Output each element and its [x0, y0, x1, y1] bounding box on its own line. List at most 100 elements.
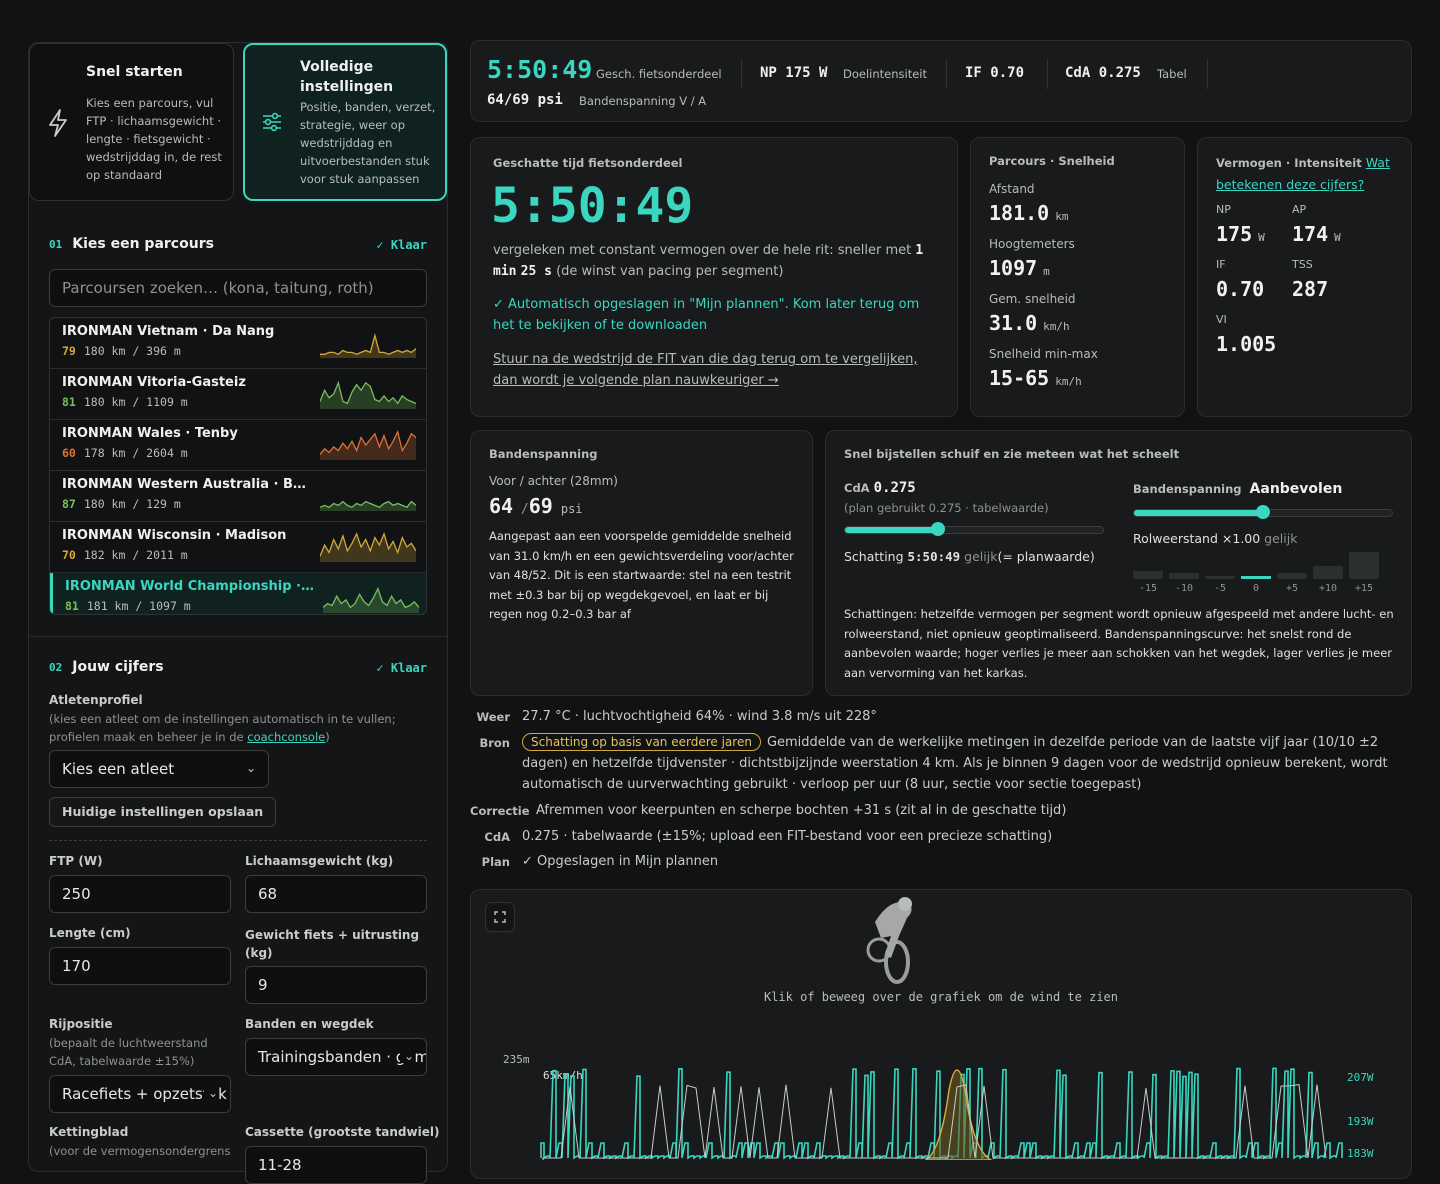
- summary-bar: 5:50:49 Gesch. fietsonderdeel NP 175 W D…: [470, 40, 1412, 122]
- course-stats: 70 182 km / 2011 m: [62, 548, 188, 562]
- elevation-label: Hoogtemeters: [989, 237, 1075, 251]
- course-stats: 81 181 km / 1097 m: [65, 599, 191, 613]
- rr-value: Rolweerstand ×1.00: [1133, 531, 1261, 546]
- pressure-curve-bars: -15 -10 -5 0 +5 +10 +15: [1133, 549, 1383, 599]
- np-number: 175: [1216, 222, 1253, 246]
- tire-select[interactable]: Trainingsbanden · gemiddeld⌄: [245, 1038, 427, 1076]
- sparkline-line: [323, 586, 419, 609]
- course-elevation-sparkline: [320, 380, 416, 409]
- power-axis-label-top: 207W: [1347, 1071, 1374, 1084]
- course-elevation-sparkline: [320, 531, 416, 562]
- distance-label: Afstand: [989, 182, 1035, 196]
- estimate-source-badge: Schatting op basis van eerdere jaren: [522, 733, 761, 751]
- cda-slider-label: CdA 0.275: [844, 480, 916, 496]
- course-distance-elevation: 182 km / 2011 m: [83, 548, 188, 562]
- save-settings-button[interactable]: Huidige instellingen opslaan: [49, 797, 277, 827]
- np-value: 175 W: [1216, 222, 1265, 246]
- course-name: IRONMAN World Championship · Kona: [65, 579, 315, 594]
- course-distance-elevation: 180 km / 396 m: [83, 344, 181, 358]
- elevation-profile: [924, 1069, 993, 1160]
- ftp-label: FTP (W): [49, 854, 103, 868]
- athlete-select[interactable]: Kies een atleet ⌄: [49, 750, 269, 788]
- course-item[interactable]: IRONMAN Wisconsin · Madison 70 182 km / 20…: [50, 522, 426, 573]
- tire-slider-handle[interactable]: [1256, 505, 1270, 519]
- est-equal: gelijk: [960, 549, 998, 564]
- pressure-bar: [1133, 570, 1163, 579]
- quick-start-card[interactable]: Snel starten Kies een parcours, vul FTP …: [29, 43, 234, 201]
- course-item[interactable]: IRONMAN Wales · Tenby 60 178 km / 2604 m: [50, 420, 426, 471]
- fit-upload-link[interactable]: Stuur na de wedstrijd de FIT van die dag…: [493, 352, 918, 388]
- compare-note: (de winst van pacing per segment): [551, 264, 784, 279]
- pressure-bar: [1277, 573, 1307, 579]
- tire-pressure-value: 64 /69 psi: [489, 494, 583, 518]
- tire-slider[interactable]: [1133, 505, 1393, 519]
- tire-pressure-panel: Bandenspanning Voor / achter (28mm) 64 /…: [470, 430, 813, 696]
- fullscreen-button[interactable]: [485, 902, 515, 932]
- sparkline-line: [320, 500, 416, 509]
- full-settings-desc: Positie, banden, verzet, strategie, weer…: [300, 100, 436, 186]
- course-item[interactable]: IRONMAN Vitoria-Gasteiz 81 180 km / 1109 m: [50, 369, 426, 420]
- full-settings-card[interactable]: Volledige instellingen Positie, banden, …: [243, 43, 447, 201]
- pressure-bar-label: 0: [1252, 583, 1260, 594]
- height-input[interactable]: 170: [49, 947, 231, 985]
- course-search-input[interactable]: Parcoursen zoeken… (kona, taitung, roth): [49, 269, 427, 307]
- course-distance-elevation: 178 km / 2604 m: [83, 446, 188, 460]
- est-time: 5:50:49: [907, 549, 961, 564]
- tire-slider-label: Bandenspanning Aanbevolen: [1133, 481, 1342, 497]
- expand-icon: [494, 911, 506, 923]
- cassette-select[interactable]: 11-28: [245, 1146, 427, 1184]
- course-name: IRONMAN Western Australia · Busselton: [62, 477, 312, 492]
- cda-slider-fill: [845, 527, 938, 533]
- course-distance-elevation: 180 km / 1109 m: [83, 395, 188, 409]
- tire-panel-sub: Voor / achter (28mm): [489, 474, 618, 488]
- full-settings-title-1: Volledige: [300, 59, 374, 75]
- power-axis-label-mid: 193W: [1347, 1115, 1374, 1128]
- summary-cda: CdA 0.275: [1065, 65, 1141, 81]
- power-title: Vermogen · Intensiteit: [1216, 156, 1362, 170]
- course-item[interactable]: IRONMAN Vietnam · Da Nang 79 180 km / 396 …: [50, 318, 426, 369]
- avg-speed-label: Gem. snelheid: [989, 292, 1076, 306]
- coach-console-link[interactable]: coachconsole: [247, 730, 326, 744]
- source-label: Bron: [479, 736, 510, 750]
- tire-explanation: Aangepast aan een voorspelde gemiddelde …: [489, 529, 794, 621]
- cda-info-label: CdA: [484, 830, 510, 844]
- athlete-profile-hint: (kies een atleet om de instellingen auto…: [49, 710, 419, 746]
- summary-np: NP 175 W: [760, 65, 828, 81]
- hint-end: ): [325, 730, 330, 744]
- front-psi: 64: [489, 494, 514, 518]
- pressure-bar-label: -15: [1138, 583, 1158, 594]
- cda-slider-handle[interactable]: [930, 522, 945, 536]
- cda-slider[interactable]: [844, 522, 1104, 536]
- if-value: 0.70: [1216, 277, 1265, 301]
- rolling-resistance: Rolweerstand ×1.00 gelijk: [1133, 531, 1297, 546]
- bike-weight-input[interactable]: 9: [245, 966, 427, 1004]
- course-item[interactable]: IRONMAN Western Australia · Busselton 87 1…: [50, 471, 426, 522]
- metrics-help-link[interactable]: Wat betekenen deze cijfers?: [1216, 155, 1390, 192]
- course-stats: 79 180 km / 396 m: [62, 344, 181, 358]
- adjust-note: Schattingen: hetzelfde vermogen per segm…: [844, 607, 1394, 680]
- plan-label: Plan: [481, 855, 510, 869]
- course-elevation-sparkline: [320, 500, 416, 511]
- divider: [741, 59, 742, 89]
- if-label: IF: [1216, 258, 1226, 271]
- tp-value: Aanbevolen: [1249, 481, 1343, 497]
- ftp-input[interactable]: 250: [49, 875, 231, 913]
- course-name: IRONMAN Vitoria-Gasteiz: [62, 375, 246, 390]
- course-name: IRONMAN Wales · Tenby: [62, 426, 238, 441]
- weight-input[interactable]: 68: [245, 875, 427, 913]
- chart-hint: Klik of beweeg over de grafiek om de win…: [763, 990, 1118, 1004]
- power-speed-chart[interactable]: [471, 1050, 1411, 1160]
- course-chart-panel: Klik of beweeg over de grafiek om de win…: [470, 889, 1412, 1179]
- divider: [1047, 59, 1048, 89]
- tire-panel-title: Bandenspanning: [489, 447, 598, 461]
- section-number: 01: [49, 238, 63, 251]
- tp-label: Bandenspanning: [1133, 482, 1242, 496]
- power-panel-title: Vermogen · Intensiteit Wat betekenen dez…: [1216, 152, 1396, 196]
- avg-speed-number: 31.0: [989, 311, 1038, 335]
- summary-psi-label: Bandenspanning V / A: [579, 94, 707, 108]
- course-list: IRONMAN Vietnam · Da Nang 79 180 km / 396 …: [49, 317, 427, 615]
- position-select[interactable]: Racefiets + opzetstuk ⌄: [49, 1075, 231, 1113]
- position-label: Rijpositie: [49, 1017, 113, 1031]
- elevation-number: 1097: [989, 256, 1038, 280]
- course-item[interactable]: IRONMAN World Championship · Kona 81 181 k…: [50, 573, 426, 614]
